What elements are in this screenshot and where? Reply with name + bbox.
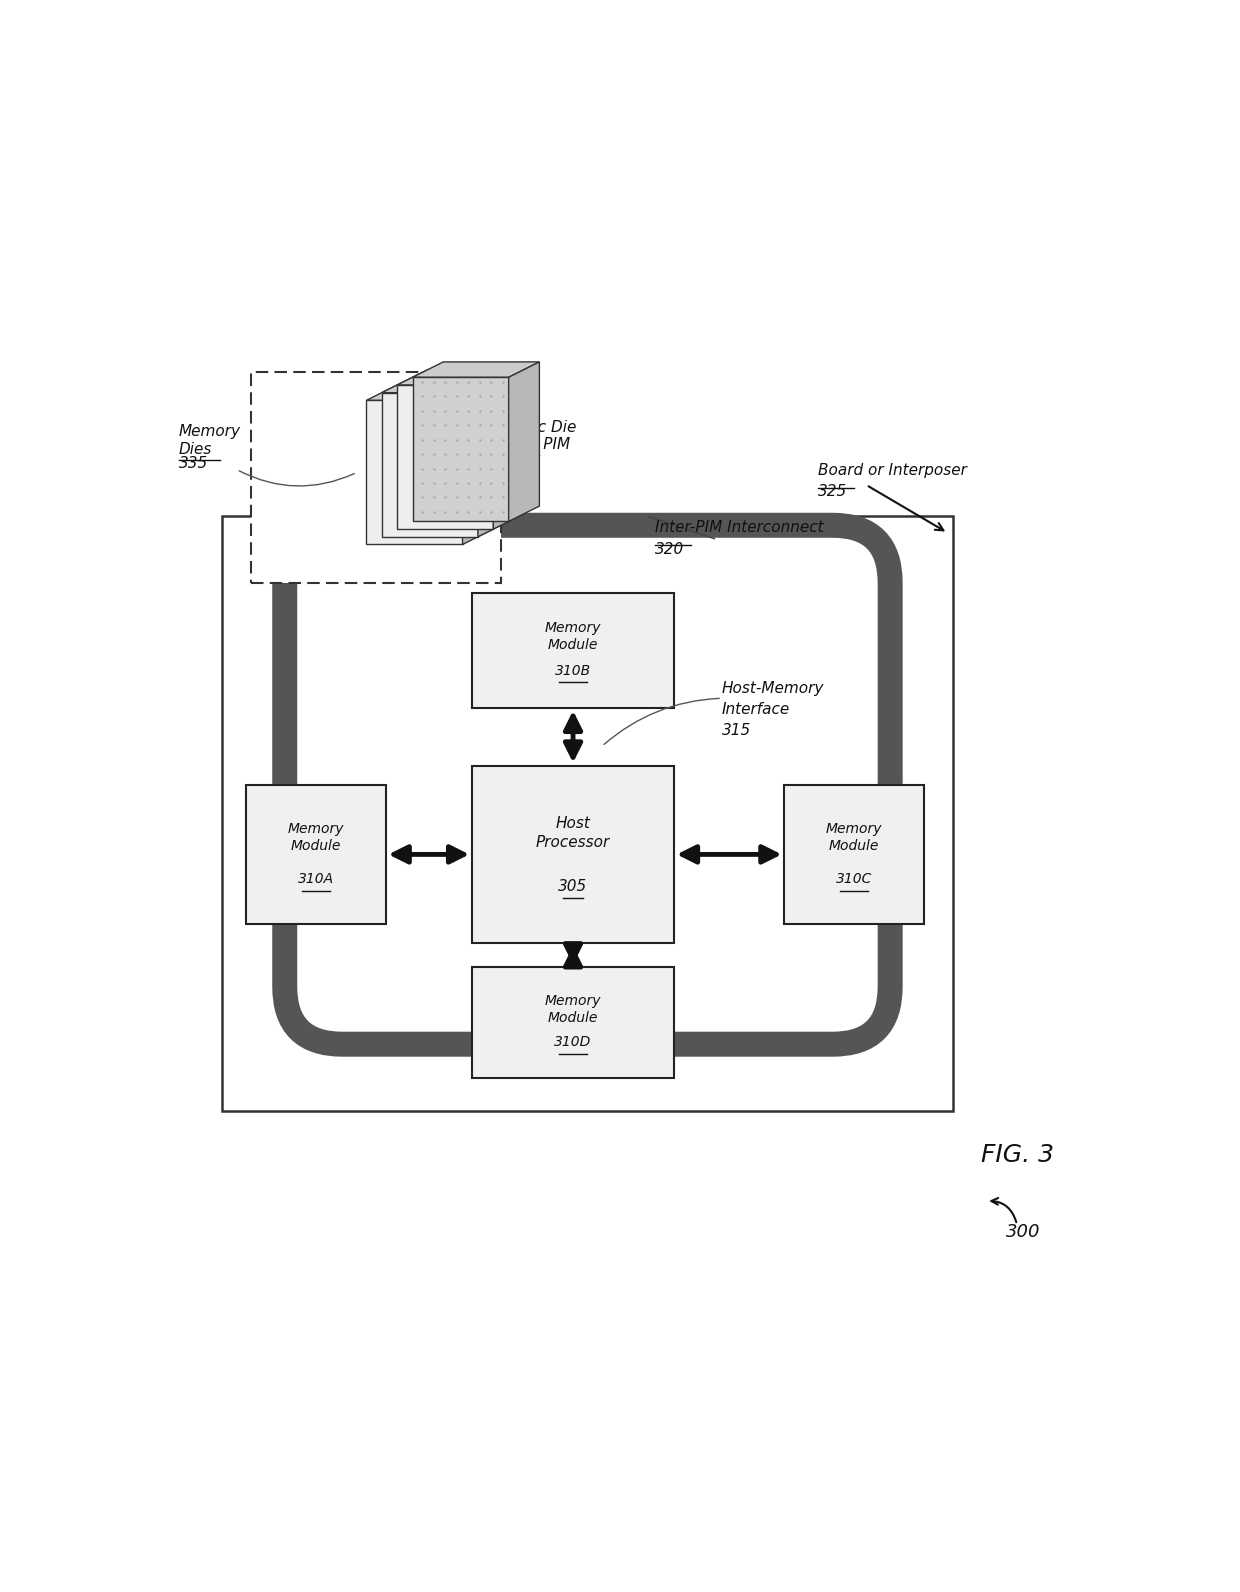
Text: Memory
Module: Memory Module	[544, 621, 601, 653]
Bar	[472, 592, 675, 708]
Text: 330: 330	[506, 451, 534, 466]
Bar	[413, 377, 508, 522]
Polygon shape	[367, 385, 494, 400]
Polygon shape	[397, 369, 525, 385]
Text: Host
Processor: Host Processor	[536, 817, 610, 850]
Bar	[222, 516, 952, 1111]
Bar	[367, 400, 463, 544]
Bar	[247, 785, 386, 923]
Text: 310A: 310A	[298, 872, 334, 887]
Polygon shape	[477, 377, 508, 537]
Polygon shape	[494, 369, 525, 529]
Bar	[397, 385, 494, 529]
Bar	[785, 785, 924, 923]
Text: 310C: 310C	[836, 872, 872, 887]
Text: FIG. 3: FIG. 3	[982, 1143, 1054, 1167]
Text: Host-Memory: Host-Memory	[722, 681, 825, 696]
Bar	[472, 968, 675, 1078]
Bar	[472, 766, 675, 944]
Polygon shape	[508, 361, 539, 522]
Text: 335: 335	[179, 455, 208, 471]
Text: 310B: 310B	[556, 664, 591, 678]
Bar	[250, 371, 501, 583]
Polygon shape	[413, 361, 539, 377]
Text: Memory
Dies: Memory Dies	[179, 425, 241, 457]
Text: Memory
Module: Memory Module	[288, 821, 345, 853]
Polygon shape	[382, 377, 508, 393]
Bar	[382, 393, 477, 537]
Text: 305: 305	[558, 879, 588, 895]
Polygon shape	[463, 385, 494, 544]
Text: 320: 320	[655, 541, 684, 557]
Text: Interface: Interface	[722, 702, 790, 716]
Text: Memory
Module: Memory Module	[826, 821, 883, 853]
Text: Board or Interposer: Board or Interposer	[818, 463, 967, 478]
Text: 310D: 310D	[554, 1035, 591, 1049]
Text: 315: 315	[722, 723, 751, 739]
Text: Logic Die
with PIM: Logic Die with PIM	[506, 420, 577, 452]
Text: 325: 325	[818, 484, 847, 498]
Text: 300: 300	[1006, 1223, 1040, 1240]
Text: Memory
Module: Memory Module	[544, 993, 601, 1025]
Text: Inter-PIM Interconnect: Inter-PIM Interconnect	[655, 521, 823, 535]
